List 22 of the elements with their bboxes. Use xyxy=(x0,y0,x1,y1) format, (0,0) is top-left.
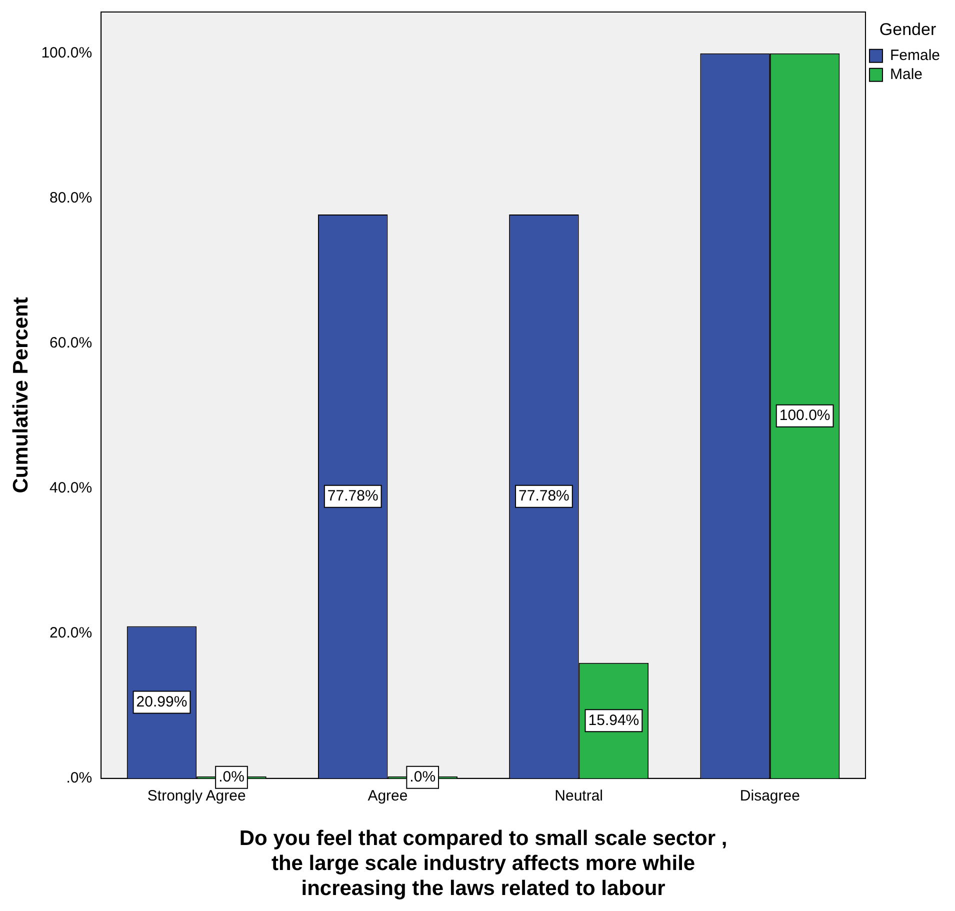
y-tick-label: 20.0% xyxy=(50,624,92,642)
y-tick-label: 60.0% xyxy=(50,334,92,352)
data-label: 77.78% xyxy=(327,488,378,505)
legend-label: Female xyxy=(890,47,940,64)
x-tick-label: Disagree xyxy=(740,788,800,805)
x-tick-label: Strongly Agree xyxy=(147,788,246,805)
data-label: 100.0% xyxy=(779,407,830,424)
y-tick-label: 80.0% xyxy=(50,189,92,206)
y-axis-title: Cumulative Percent xyxy=(9,297,32,494)
data-label: .0% xyxy=(218,768,244,786)
legend-title: Gender xyxy=(879,20,936,40)
x-axis-title: Do you feel that compared to small scale sector , the large scale industry affects more while increasing the laws related to labour xyxy=(239,826,728,900)
y-tick-label: 100.0% xyxy=(41,44,92,62)
data-label: 15.94% xyxy=(588,712,640,729)
data-label: 20.99% xyxy=(136,693,188,710)
x-tick-label: Neutral xyxy=(554,788,604,805)
x-tick-label: Agree xyxy=(368,788,408,805)
data-label: 77.78% xyxy=(518,488,570,505)
y-tick-label: 40.0% xyxy=(50,480,92,497)
data-label: .0% xyxy=(410,768,436,786)
legend-label: Male xyxy=(890,66,922,84)
y-tick-label: .0% xyxy=(66,770,92,787)
